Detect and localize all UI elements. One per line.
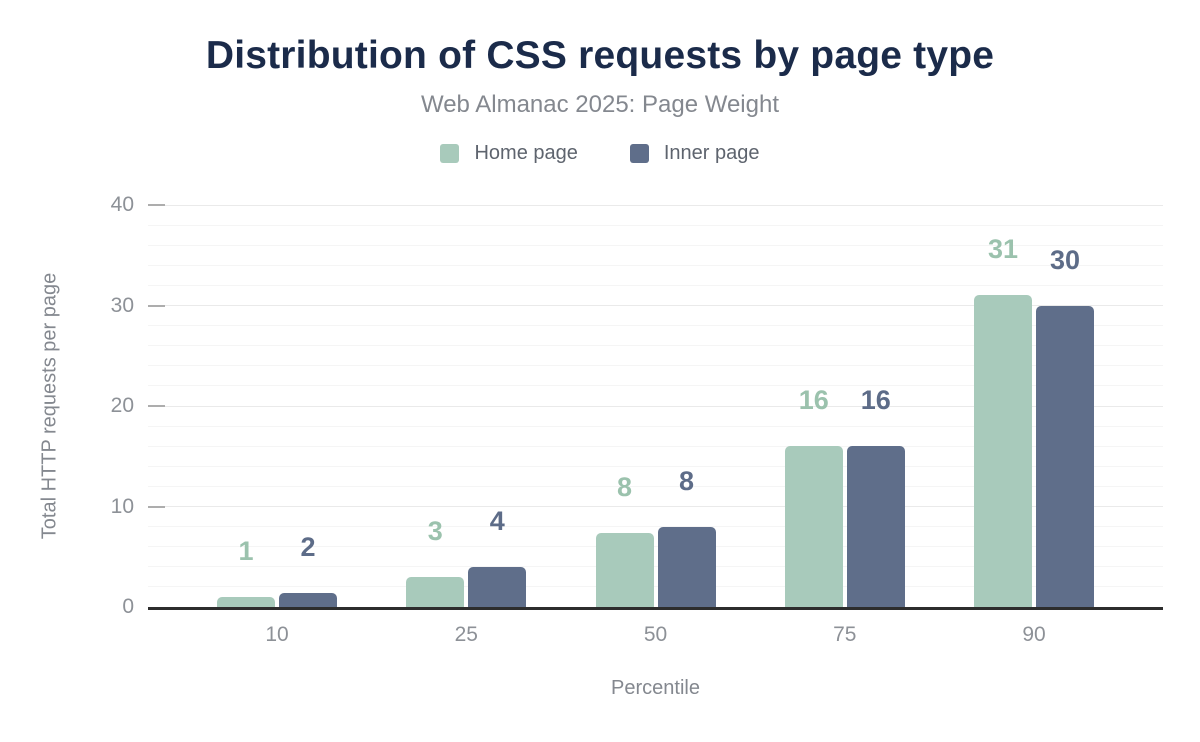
y-tick-label: 40 <box>110 193 134 216</box>
legend-item-home-page: Home page <box>440 142 578 165</box>
legend: Home page Inner page <box>0 142 1200 165</box>
legend-item-inner-page: Inner page <box>629 142 760 165</box>
y-tick-mark <box>148 505 165 508</box>
x-tick-label: 10 <box>265 623 289 646</box>
data-label-inner-p10: 2 <box>300 531 316 562</box>
minor-gridline <box>148 385 1163 387</box>
bar-inner-p25 <box>468 566 527 607</box>
y-axis-title: Total HTTP requests per page <box>38 272 61 540</box>
x-tick-label: 90 <box>1022 623 1046 646</box>
data-label-home-p75: 16 <box>798 385 829 416</box>
minor-gridline <box>148 325 1163 327</box>
minor-gridline <box>148 425 1163 427</box>
minor-gridline <box>148 244 1163 246</box>
data-label-home-p50: 8 <box>616 471 633 502</box>
chart-title: Distribution of CSS requests by page typ… <box>205 34 995 77</box>
minor-gridline <box>148 224 1163 226</box>
minor-gridline <box>148 345 1163 347</box>
minor-gridline <box>148 365 1163 367</box>
data-label-inner-p90: 30 <box>1049 244 1081 275</box>
x-tick-label: 75 <box>833 623 857 646</box>
minor-gridline <box>148 526 1163 528</box>
data-label-home-p90: 31 <box>987 234 1019 265</box>
data-label-inner-p50: 8 <box>678 465 695 496</box>
bar-inner-p10 <box>279 592 337 607</box>
legend-swatch-icon <box>440 144 460 163</box>
x-axis-title: Percentile <box>611 677 700 699</box>
data-label-home-p25: 3 <box>427 515 443 546</box>
data-label-home-p10: 1 <box>238 535 254 566</box>
minor-gridline <box>148 465 1163 467</box>
minor-gridline <box>148 284 1163 286</box>
minor-gridline <box>148 445 1163 447</box>
y-tick-label: 20 <box>110 394 134 417</box>
bar-inner-p90 <box>1036 305 1094 607</box>
minor-gridline <box>148 546 1163 548</box>
data-label-inner-p25: 4 <box>489 505 505 536</box>
legend-swatch-icon <box>629 144 649 163</box>
y-tick-label: 0 <box>122 595 134 618</box>
legend-label: Inner page <box>663 142 760 164</box>
legend-label: Home page <box>474 142 578 164</box>
major-gridline <box>148 204 1163 206</box>
major-gridline <box>148 506 1163 507</box>
plot-area: Percentile 0 10 20 30 40 1 2 10 3 4 25 8 8 50 16 16 75 31… <box>111 193 1163 699</box>
bar-home-p25 <box>406 576 465 607</box>
bar-inner-p50 <box>657 526 716 607</box>
major-gridline <box>148 305 1163 306</box>
data-label-inner-p75: 16 <box>860 385 891 416</box>
bar-home-p90 <box>974 295 1032 607</box>
y-tick-label: 30 <box>110 293 134 317</box>
y-tick-mark <box>148 204 165 206</box>
chart-subtitle: Web Almanac 2025: Page Weight <box>420 91 779 118</box>
minor-gridline <box>148 485 1163 487</box>
major-gridline <box>148 405 1163 407</box>
bar-inner-p75 <box>846 446 905 607</box>
y-tick-mark <box>148 405 165 407</box>
minor-gridline <box>148 566 1163 568</box>
bar-home-p10 <box>217 596 275 607</box>
bar-home-p50 <box>595 532 654 607</box>
bar-home-p75 <box>784 446 843 607</box>
x-tick-label: 25 <box>454 623 478 646</box>
y-tick-mark <box>148 304 165 307</box>
minor-gridline <box>148 586 1163 588</box>
minor-gridline <box>148 264 1163 266</box>
y-tick-label: 10 <box>110 494 134 518</box>
x-tick-label: 50 <box>643 623 668 646</box>
